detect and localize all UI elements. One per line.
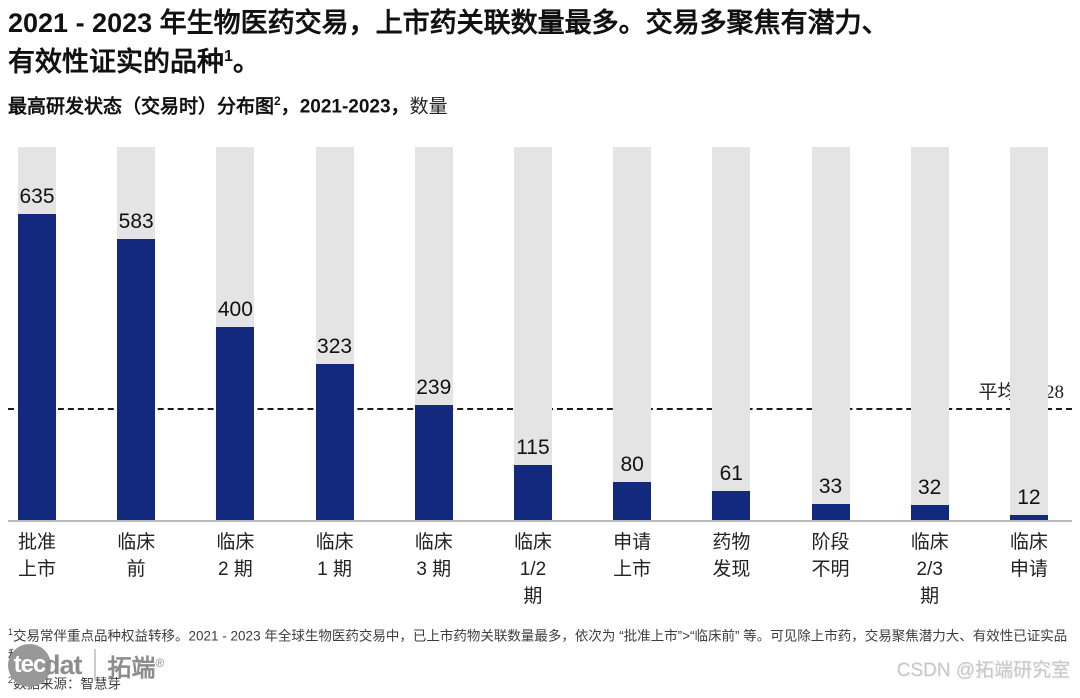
bar-value-label: 635 bbox=[19, 184, 55, 208]
bar-chart: 平均：228 635 583 400 323 239 115 80 61 33 32 12 批准 上… bbox=[8, 147, 1072, 610]
bar-track: 32 bbox=[910, 147, 949, 521]
bar-value-label: 32 bbox=[918, 475, 942, 499]
bar-value-label: 33 bbox=[818, 475, 843, 499]
bar-fill bbox=[18, 213, 56, 521]
registered-mark-icon: ® bbox=[155, 655, 165, 670]
x-axis-label-text: 临床 申请 bbox=[1009, 532, 1048, 581]
x-axis-label: 临床前 bbox=[117, 529, 155, 610]
x-axis-label-text: 药物 发现 bbox=[712, 532, 751, 581]
x-axis-label: 临床 1 期 bbox=[316, 529, 354, 610]
bar-value-label: 115 bbox=[516, 435, 550, 459]
x-axis-label: 申请 上市 bbox=[613, 529, 651, 610]
bar-value-label: 12 bbox=[1017, 485, 1041, 509]
chart-subtitle: 最高研发状态（交易时）分布图2，2021-2023，数量 bbox=[8, 88, 1072, 120]
bar-fill bbox=[216, 327, 255, 521]
x-axis-label: 临床 1/2期 bbox=[514, 529, 552, 610]
bar-track: 115 bbox=[513, 147, 552, 521]
subtitle-footnote-marker: 2 bbox=[274, 94, 281, 108]
footnote-1-marker: 1 bbox=[8, 627, 14, 638]
bar-value-label: 61 bbox=[719, 461, 743, 485]
title-end: 。 bbox=[232, 47, 260, 77]
tecdat-logo-circle-icon: tec bbox=[8, 643, 51, 687]
subtitle-text: 最高研发状态（交易时）分布图 bbox=[8, 96, 275, 118]
x-axis-label-text: 临床 2 期 bbox=[216, 532, 255, 581]
x-axis-label: 临床 申请 bbox=[1010, 529, 1048, 610]
page-title: 2021 - 2023 年生物医药交易，上市药关联数量最多。交易多聚焦有潜力、 … bbox=[8, 6, 1072, 79]
bar-track: 583 bbox=[117, 147, 156, 521]
x-axis-label: 批准 上市 bbox=[18, 529, 56, 610]
bar-fill bbox=[613, 481, 652, 521]
x-axis-label-text: 临床 3 期 bbox=[414, 532, 453, 581]
x-axis-label-text: 申请 上市 bbox=[613, 532, 652, 581]
bar-track: 33 bbox=[811, 147, 850, 521]
title-line2: 有效性证实的品种 bbox=[8, 47, 224, 77]
subtitle-unit: 数量 bbox=[409, 96, 448, 118]
title-footnote-marker: 1 bbox=[224, 48, 233, 65]
bar-fill bbox=[811, 504, 850, 521]
logo-cn-chars: 拓端 bbox=[107, 654, 156, 682]
bar-track: 61 bbox=[712, 147, 751, 521]
bar-track: 400 bbox=[216, 147, 255, 521]
bar-track: 239 bbox=[414, 147, 453, 521]
x-axis-label: 临床 2/3 期 bbox=[911, 529, 949, 610]
bar-fill bbox=[712, 490, 751, 521]
x-axis-label-text: 临床前 bbox=[117, 532, 156, 581]
subtitle-years: ，2021-2023， bbox=[280, 96, 410, 118]
x-axis-label-text: 批准 上市 bbox=[18, 532, 57, 581]
bar-track: 323 bbox=[315, 147, 354, 521]
footnote-2-marker: 2 bbox=[8, 674, 14, 685]
logo-divider bbox=[93, 649, 96, 681]
bar-fill bbox=[910, 504, 949, 521]
bar-track: 635 bbox=[18, 147, 56, 521]
csdn-watermark: CSDN @拓端研究室 bbox=[896, 660, 1070, 681]
logo-tec-text: tec bbox=[13, 651, 47, 678]
x-axis-label-text: 临床 1/2期 bbox=[513, 532, 552, 608]
bar-fill bbox=[414, 404, 453, 521]
x-axis-labels: 批准 上市 临床前 临床 2 期 临床 1 期 临床 3 期 临床 1/2期 申请 上市 药物… bbox=[8, 522, 1072, 610]
bar-value-label: 583 bbox=[118, 209, 154, 233]
x-axis-label: 临床 2 期 bbox=[216, 529, 254, 610]
plot-area: 平均：228 635 583 400 323 239 115 80 61 33 32 12 bbox=[8, 147, 1072, 523]
bar-fill bbox=[1009, 514, 1048, 521]
bar-value-label: 400 bbox=[217, 298, 253, 322]
bar-value-label: 80 bbox=[620, 452, 644, 476]
x-axis-label: 临床 3 期 bbox=[415, 529, 453, 610]
x-axis-label: 药物 发现 bbox=[712, 529, 750, 610]
x-axis-label-text: 阶段 不明 bbox=[811, 532, 850, 581]
bar-fill bbox=[117, 238, 156, 521]
bar-track: 80 bbox=[613, 147, 652, 521]
bar-value-label: 323 bbox=[317, 335, 353, 359]
title-line1: 2021 - 2023 年生物医药交易，上市药关联数量最多。交易多聚焦有潜力、 bbox=[8, 8, 889, 38]
bar-value-label: 239 bbox=[416, 375, 452, 399]
x-axis-label-text: 临床 2/3 期 bbox=[910, 532, 949, 608]
bar-track: 12 bbox=[1009, 147, 1048, 521]
logo-dat-text: dat bbox=[44, 649, 82, 680]
logo-chinese-text: 拓端® bbox=[108, 648, 165, 683]
bar-fill bbox=[513, 464, 552, 521]
footer-logo: tec dat 拓端® bbox=[8, 643, 164, 687]
bar-fill bbox=[315, 364, 354, 521]
x-axis-label: 阶段 不明 bbox=[812, 529, 850, 610]
x-axis-label-text: 临床 1 期 bbox=[315, 532, 354, 581]
